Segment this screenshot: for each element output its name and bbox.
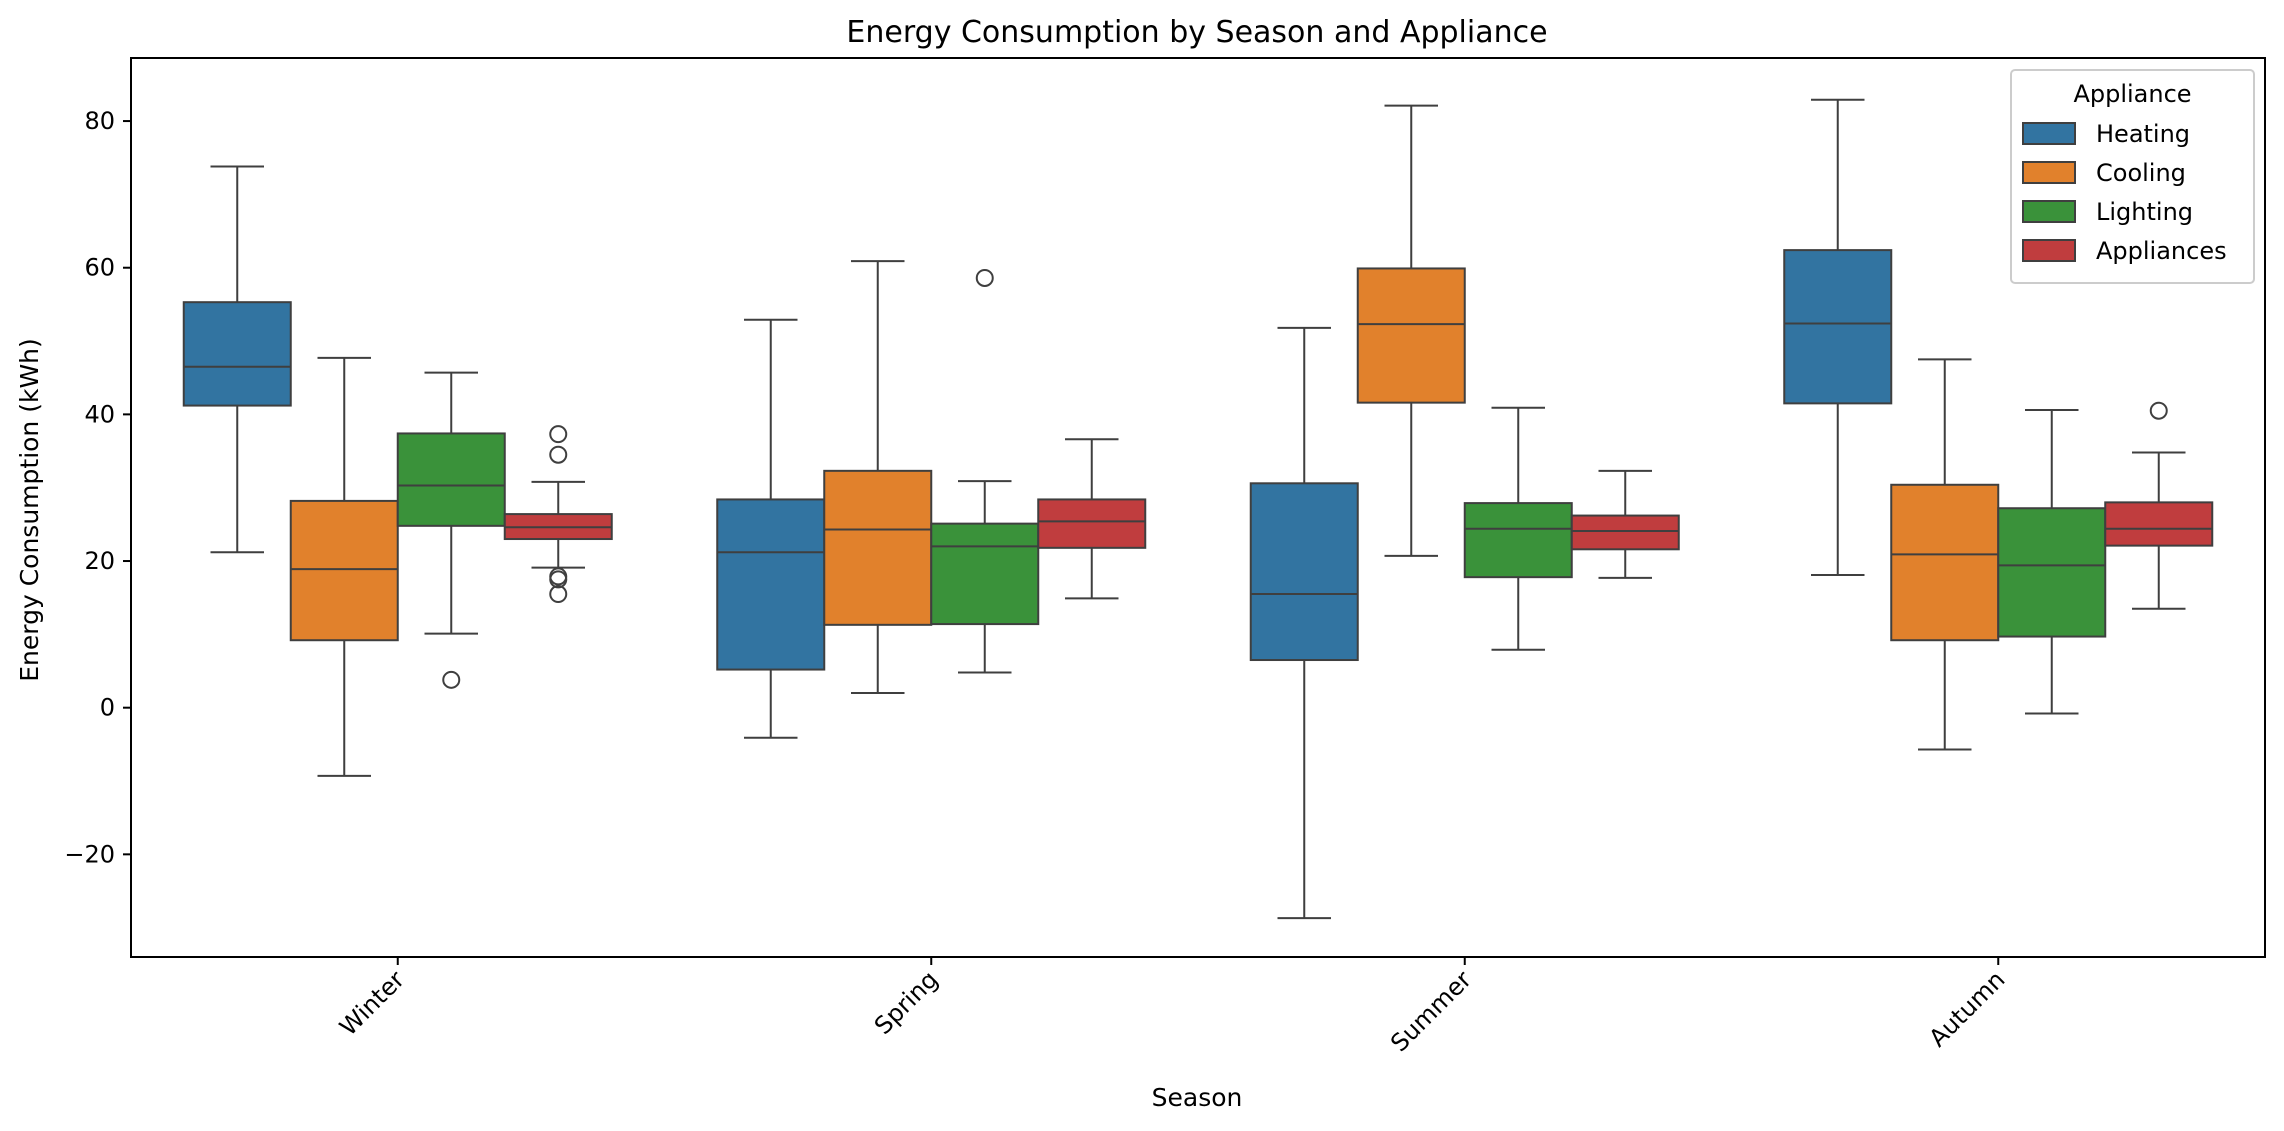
x-tick-label: Summer (1385, 965, 1477, 1057)
box-body (289, 499, 399, 642)
legend-swatch-heating (2022, 122, 2076, 145)
outlier-point (975, 268, 994, 287)
legend-swatch-cooling (2022, 161, 2076, 184)
legend-label-lighting: Lighting (2096, 198, 2193, 226)
box-heating-summer (1249, 326, 1359, 920)
x-axis-label: Season (1152, 1083, 1243, 1112)
box-cooling-winter (289, 356, 399, 777)
y-tick-label: 60 (84, 254, 115, 282)
y-tick-label: 40 (84, 400, 115, 428)
legend-swatch-lighting (2022, 200, 2076, 223)
y-axis-label: Energy Consumption (kWh) (15, 338, 44, 682)
box-body (716, 498, 826, 671)
box-body (1356, 267, 1466, 404)
outlier-point (549, 585, 568, 604)
outlier-point (549, 445, 568, 464)
outlier-point (549, 425, 568, 444)
outlier-point (549, 570, 568, 589)
box-appliances-spring (1037, 438, 1147, 600)
y-tick-label: 80 (84, 107, 115, 135)
box-appliances-summer (1570, 469, 1680, 579)
box-lighting-winter (396, 371, 506, 689)
x-tick-label: Autumn (1924, 965, 2011, 1052)
y-tick-label: −20 (64, 840, 115, 868)
box-cooling-spring (823, 260, 933, 695)
box-body (823, 469, 933, 626)
box-heating-winter (182, 165, 292, 554)
box-body (182, 301, 292, 407)
box-lighting-spring (930, 268, 1040, 674)
plot-area (182, 98, 2214, 920)
x-tick-label: Winter (334, 965, 410, 1041)
box-body (1249, 482, 1359, 662)
box-body (396, 432, 506, 527)
box-heating-spring (716, 318, 826, 739)
box-body (1463, 502, 1573, 579)
box-cooling-autumn (1890, 358, 2000, 751)
box-appliances-winter (503, 425, 613, 604)
plot-frame (130, 57, 2266, 958)
box-cooling-summer (1356, 104, 1466, 557)
box-lighting-summer (1463, 406, 1573, 651)
box-body (1037, 498, 1147, 549)
box-heating-autumn (1783, 98, 1893, 576)
legend-swatch-appliances (2022, 239, 2076, 262)
box-appliances-autumn (2104, 401, 2214, 610)
box-lighting-autumn (1997, 408, 2107, 715)
outlier-point (442, 670, 461, 689)
outlier-point (2149, 401, 2168, 420)
x-tick-label: Spring (869, 965, 944, 1040)
box-body (1890, 483, 2000, 642)
legend-label-cooling: Cooling (2096, 159, 2186, 187)
legend-label-appliances: Appliances (2096, 237, 2227, 265)
box-body (1570, 514, 1680, 551)
box-body (2104, 501, 2214, 547)
y-tick-label: 0 (100, 694, 115, 722)
box-body (1783, 249, 1893, 405)
legend-label-heating: Heating (2096, 120, 2190, 148)
y-tick-label: 20 (84, 547, 115, 575)
legend-title: Appliance (2073, 80, 2191, 108)
chart-title: Energy Consumption by Season and Applian… (846, 15, 1547, 50)
legend: Appliance Heating Cooling Lighting Appliance… (2010, 69, 2255, 284)
box-body (930, 522, 1040, 626)
box-body (1997, 507, 2107, 638)
